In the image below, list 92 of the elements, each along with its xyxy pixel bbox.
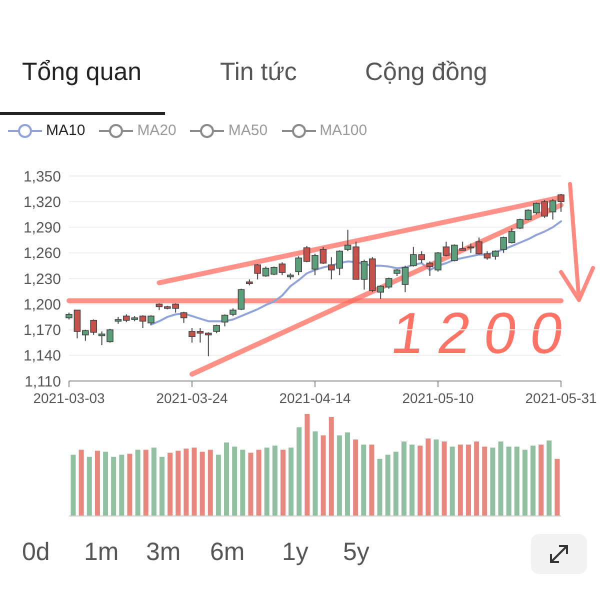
bar (216, 454, 221, 516)
bar (442, 442, 447, 516)
y-tick-label: 1,320 (23, 194, 61, 211)
bar (466, 444, 471, 516)
annotation: 1200 (387, 300, 582, 367)
bar (410, 444, 415, 516)
bar (256, 450, 262, 516)
y-tick-label: 1,110 (24, 373, 61, 390)
bar (264, 448, 270, 516)
bar (538, 444, 544, 516)
bar (522, 450, 528, 516)
bar (111, 456, 116, 516)
bar (361, 444, 366, 516)
bar (70, 454, 76, 516)
bar (506, 446, 512, 516)
bar (200, 452, 205, 516)
y-tick-label: 1,350 (23, 168, 61, 186)
y-tick-label: 1,230 (23, 270, 61, 288)
bar (385, 454, 390, 516)
bar (450, 446, 455, 516)
bar (232, 446, 238, 516)
bar (401, 442, 406, 516)
bar (328, 417, 334, 516)
x-tick-label: 2021-05-31 (525, 390, 598, 406)
candlestick (238, 288, 245, 311)
bar (272, 446, 278, 516)
x-tick-label: 2021-05-10 (402, 390, 474, 406)
bar (159, 456, 164, 516)
bar (119, 454, 124, 516)
candlestick (221, 314, 228, 327)
legend-label: MA10 (46, 122, 86, 139)
text: 0d (22, 538, 50, 567)
text: 3m (146, 538, 181, 567)
bar (490, 448, 496, 516)
legend-label: MA100 (320, 122, 368, 139)
bar (94, 450, 100, 516)
bar (288, 448, 294, 516)
bar (78, 450, 84, 516)
text: 1y (282, 538, 308, 567)
bar (168, 452, 173, 516)
text: 1m (84, 538, 119, 567)
x-tick-label: 2021-03-03 (33, 390, 106, 406)
text: Tin tức (220, 58, 297, 87)
y-tick-label: 1,200 (23, 296, 61, 314)
text: 5y (343, 538, 370, 567)
bar (345, 432, 350, 516)
bar (312, 431, 318, 516)
bar (151, 448, 156, 516)
bar (530, 446, 536, 516)
y-tick-label: 1,260 (23, 245, 61, 262)
bar (377, 458, 382, 516)
bar (192, 448, 197, 516)
bar (208, 450, 213, 516)
candlestick (180, 311, 188, 324)
bar (546, 440, 552, 516)
text: 6m (210, 538, 245, 567)
bar (498, 442, 504, 516)
bar (184, 448, 189, 516)
bar (418, 446, 423, 516)
bar (248, 452, 254, 516)
y-tick-label: 1,170 (23, 322, 61, 340)
bar (514, 446, 520, 516)
bar (336, 435, 342, 516)
bar (86, 456, 92, 516)
bar (434, 440, 439, 516)
x-tick-label: 2021-03-24 (156, 390, 228, 406)
bar (176, 450, 181, 516)
bar (353, 440, 358, 516)
legend-label: MA20 (137, 122, 176, 139)
legend-label: MA50 (228, 122, 268, 139)
bar (474, 442, 480, 516)
bar (224, 442, 230, 516)
bar (554, 458, 560, 516)
bar (135, 450, 140, 516)
text: Tổng quan (22, 58, 142, 87)
bar (127, 454, 132, 516)
y-tick-label: 1,290 (23, 220, 61, 237)
bar (103, 452, 108, 516)
bar (320, 435, 326, 516)
bar (393, 452, 398, 516)
text: Cộng đồng (365, 58, 488, 87)
bar (240, 450, 246, 516)
y-tick-label: 1,140 (23, 348, 61, 365)
bar (482, 446, 488, 516)
bar (280, 450, 286, 516)
bar (426, 438, 431, 516)
bar (304, 414, 310, 516)
bar (369, 444, 374, 516)
bar (143, 450, 148, 516)
bar (296, 427, 302, 516)
bar (458, 444, 463, 516)
x-tick-label: 2021-04-14 (279, 390, 352, 406)
